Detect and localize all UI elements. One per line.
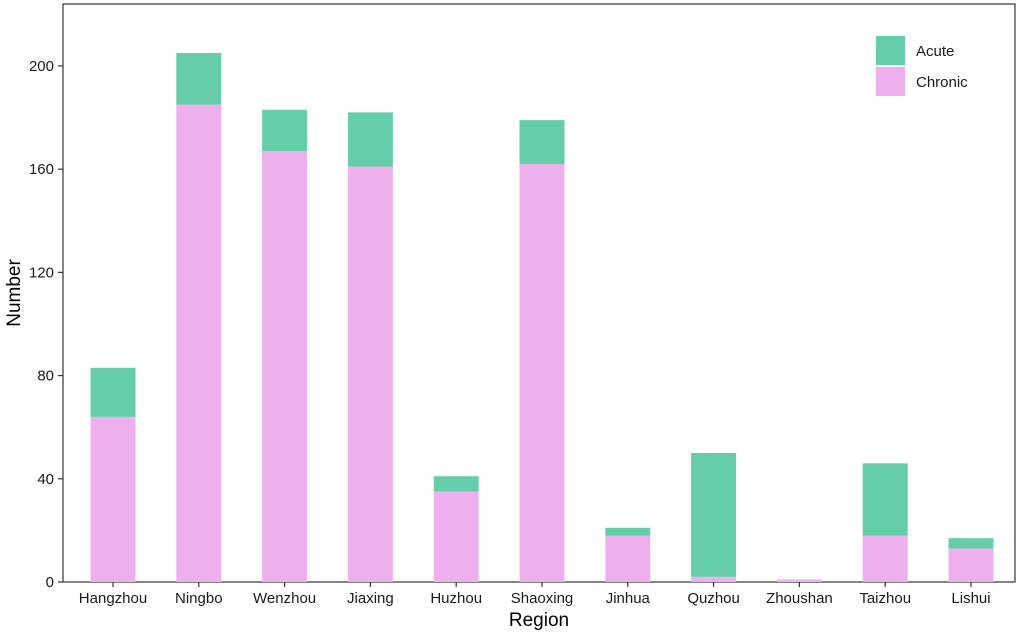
y-tick-label: 160 [29, 161, 54, 178]
x-axis-title: Region [509, 610, 569, 631]
bar-acute-taizhou [862, 463, 908, 536]
bar-chronic-quzhou [691, 576, 737, 582]
bar-chronic-hangzhou [90, 416, 136, 582]
y-tick-label: 40 [37, 471, 54, 488]
bars-group [90, 53, 994, 583]
x-tick-label: Wenzhou [253, 590, 316, 607]
y-tick-label: 200 [29, 58, 54, 75]
x-tick-label: Shaoxing [511, 590, 574, 607]
y-tick-label: 80 [37, 368, 54, 385]
bar-chronic-ningbo [176, 104, 222, 583]
x-tick-label: Taizhou [859, 590, 911, 607]
bar-acute-hangzhou [90, 367, 136, 417]
x-tick-label: Jinhua [606, 590, 651, 607]
y-axis: 0 40 80 120 160 200 [29, 58, 63, 591]
y-tick-label: 120 [29, 264, 54, 281]
bar-acute-shaoxing [519, 120, 565, 164]
legend-label-acute: Acute [916, 43, 954, 60]
bar-chronic-taizhou [862, 535, 908, 582]
bar-chronic-jinhua [605, 535, 651, 582]
bar-chronic-lishui [948, 548, 994, 582]
x-tick-label: Ningbo [175, 590, 223, 607]
legend-key-acute [876, 36, 905, 65]
x-tick-label: Zhoushan [766, 590, 833, 607]
bar-chronic-huzhou [433, 491, 479, 582]
x-tick-label: Lishui [951, 590, 990, 607]
x-tick-label: Quzhou [687, 590, 740, 607]
bar-chronic-wenzhou [262, 151, 308, 582]
bar-acute-lishui [948, 538, 994, 549]
x-tick-label: Jiaxing [347, 590, 394, 607]
legend-key-chronic [876, 67, 905, 96]
bar-acute-quzhou [691, 452, 737, 577]
legend: Acute Chronic [876, 36, 968, 96]
x-tick-label: Huzhou [430, 590, 482, 607]
bar-acute-wenzhou [262, 109, 308, 152]
bar-acute-ningbo [176, 53, 222, 105]
bar-acute-jiaxing [347, 112, 393, 167]
legend-label-chronic: Chronic [916, 74, 968, 91]
bar-chronic-shaoxing [519, 163, 565, 582]
x-axis: Hangzhou Ningbo Wenzhou Jiaxing Huzhou Shaoxi… [79, 582, 991, 607]
bar-acute-jinhua [605, 527, 651, 536]
bar-chronic-zhoushan [776, 579, 822, 582]
y-tick-label: 0 [46, 574, 54, 591]
y-axis-title: Number [4, 259, 25, 327]
bar-chronic-jiaxing [347, 166, 393, 582]
x-tick-label: Hangzhou [79, 590, 147, 607]
bar-acute-huzhou [433, 476, 479, 492]
